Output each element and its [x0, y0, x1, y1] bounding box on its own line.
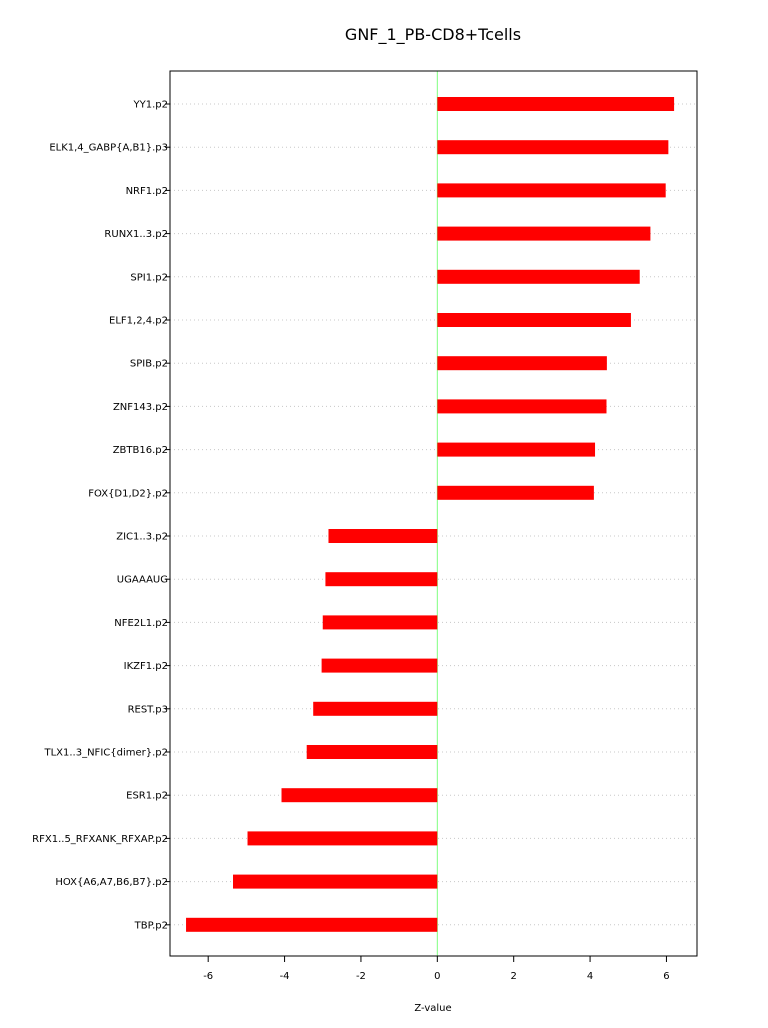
x-tick-label: 2: [511, 971, 517, 982]
category-label: SPI1.p2: [130, 272, 168, 283]
bar: [437, 313, 631, 327]
bar: [437, 485, 594, 500]
x-tick-label: -4: [280, 971, 290, 982]
bar: [437, 356, 607, 371]
category-label: FOX{D1,D2}.p2: [88, 488, 168, 499]
category-label: ZBTB16.p2: [113, 445, 168, 456]
category-label: YY1.p2: [133, 100, 168, 111]
category-label: TLX1..3_NFIC{dimer}.p2: [43, 748, 168, 759]
category-label: UGAAAUG: [117, 575, 168, 586]
bar: [325, 572, 438, 587]
x-tick-label: 4: [587, 971, 593, 982]
bar: [437, 97, 675, 111]
bar: [321, 658, 438, 673]
x-tick-label: -6: [203, 971, 213, 982]
bar: [437, 269, 640, 284]
bar: [233, 874, 438, 889]
category-label: TBP.p2: [134, 920, 168, 931]
category-labels: YY1.p2 ELK1,4_GABP{A,B1}.p3 NRF1.p2 RUNX1..…: [32, 100, 170, 931]
x-axis-title: Z-value: [414, 1003, 451, 1014]
plot-frame: [169, 70, 698, 957]
category-label: ELK1,4_GABP{A,B1}.p3: [49, 143, 168, 154]
bar: [306, 745, 438, 759]
bar: [186, 917, 438, 932]
bar: [322, 615, 438, 630]
category-label: ZNF143.p2: [113, 402, 168, 413]
category-label: ELF1,2,4.p2: [109, 316, 168, 327]
bar: [328, 529, 438, 543]
category-label: RUNX1..3.p2: [104, 229, 168, 240]
category-label: REST.p3: [128, 704, 168, 715]
x-tick-label: 6: [663, 971, 669, 982]
category-label: RFX1..5_RFXANK_RFXAP.p2: [32, 834, 168, 845]
category-label: HOX{A6,A7,B6,B7}.p2: [55, 877, 168, 888]
bar: [313, 701, 438, 716]
category-label: NFE2L1.p2: [114, 618, 168, 629]
bars: [186, 97, 675, 932]
bar: [437, 183, 666, 198]
bar: [437, 140, 669, 155]
bar: [437, 399, 607, 414]
chart-title: GNF_1_PB-CD8+Tcells: [345, 25, 521, 45]
category-label: NRF1.p2: [126, 186, 168, 197]
bar: [281, 788, 438, 803]
bar: [247, 831, 438, 846]
x-tick-label: 0: [434, 971, 440, 982]
category-label: ZIC1..3.p2: [116, 532, 168, 543]
x-axis: -6 -4 -2 0 2 4 6: [203, 955, 670, 982]
bar: [437, 442, 596, 457]
category-label: IKZF1.p2: [124, 661, 168, 672]
x-tick-label: -2: [356, 971, 366, 982]
bar: [437, 226, 651, 241]
category-label: ESR1.p2: [126, 791, 168, 802]
category-label: SPIB.p2: [130, 359, 168, 370]
